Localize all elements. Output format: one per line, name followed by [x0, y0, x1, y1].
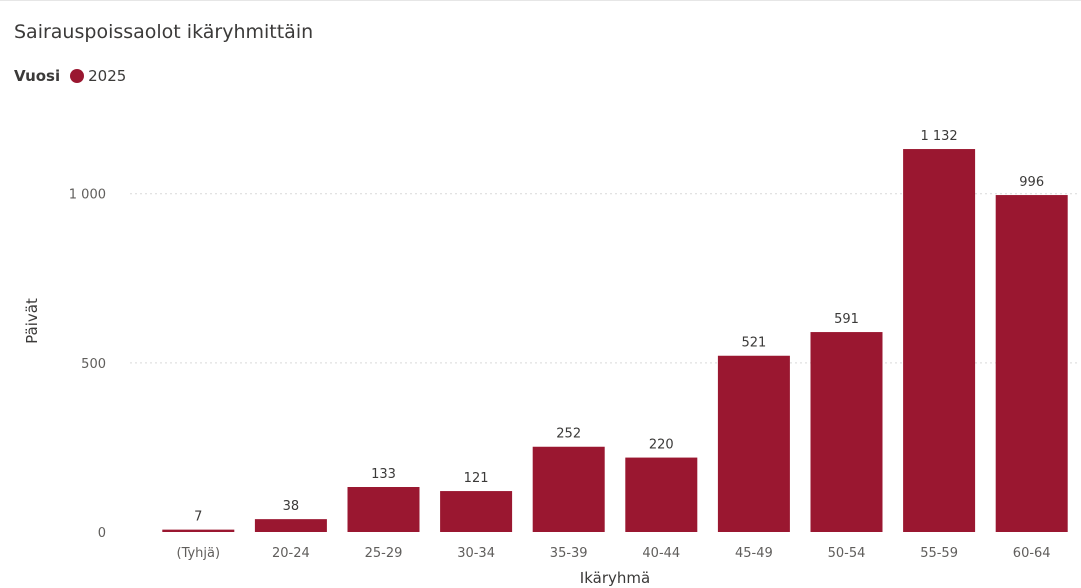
- x-tick-label-45-49: 45-49: [735, 546, 773, 561]
- bar-40-44[interactable]: [625, 457, 698, 532]
- bars: [162, 149, 1068, 532]
- bar-25-29[interactable]: [347, 487, 420, 532]
- bar-20-24[interactable]: [254, 519, 327, 532]
- bar-45-49[interactable]: [717, 355, 790, 532]
- x-axis-title: Ikäryhmä: [580, 569, 650, 587]
- legend-marker-2025: [70, 69, 85, 83]
- bar-(Tyhjä)[interactable]: [162, 529, 235, 532]
- legend-title: Vuosi: [14, 67, 61, 85]
- x-tick-label-60-64: 60-64: [1013, 546, 1051, 561]
- data-label-60-64: 996: [1019, 175, 1044, 190]
- y-tick-label-500: 500: [81, 357, 106, 372]
- x-tick-label-20-24: 20-24: [272, 546, 310, 561]
- x-tick-label-50-54: 50-54: [828, 546, 866, 561]
- x-tick-label-40-44: 40-44: [642, 546, 680, 561]
- data-label-25-29: 133: [371, 467, 396, 482]
- x-tick-label-55-59: 55-59: [920, 546, 958, 561]
- data-label-30-34: 121: [464, 471, 489, 486]
- data-label-20-24: 38: [283, 499, 300, 514]
- x-axis-ticks: (Tyhjä) 20-24 25-29 30-34 35-39 40-44 45-49 50-…: [177, 546, 1051, 561]
- x-tick-label-(Tyhjä): (Tyhjä): [177, 546, 221, 561]
- legend-label-2025[interactable]: 2025: [88, 67, 127, 85]
- bar-60-64[interactable]: [995, 195, 1068, 532]
- data-label-40-44: 220: [649, 438, 674, 453]
- y-axis-ticks: 0 500 1 000: [69, 188, 106, 541]
- data-labels: 7 38 133 121 252 220 521 591 1 132 996: [194, 129, 1044, 525]
- data-label-55-59: 1 132: [920, 129, 957, 144]
- data-label-35-39: 252: [556, 427, 581, 442]
- legend[interactable]: Vuosi 2025: [14, 67, 126, 85]
- data-label-50-54: 591: [834, 312, 859, 327]
- bar-55-59[interactable]: [903, 149, 976, 532]
- x-tick-label-35-39: 35-39: [550, 546, 588, 561]
- bar-50-54[interactable]: [810, 332, 883, 532]
- y-tick-label-1000: 1 000: [69, 188, 106, 203]
- bar-35-39[interactable]: [532, 446, 605, 532]
- data-label-45-49: 521: [741, 336, 766, 351]
- y-axis-title: Päivät: [23, 298, 41, 344]
- x-tick-label-25-29: 25-29: [365, 546, 403, 561]
- chart-title: Sairauspoissaolot ikäryhmittäin: [14, 21, 314, 43]
- bar-30-34[interactable]: [440, 491, 513, 532]
- x-tick-label-30-34: 30-34: [457, 546, 495, 561]
- data-label-(Tyhjä): 7: [194, 510, 202, 525]
- y-tick-label-0: 0: [98, 526, 106, 541]
